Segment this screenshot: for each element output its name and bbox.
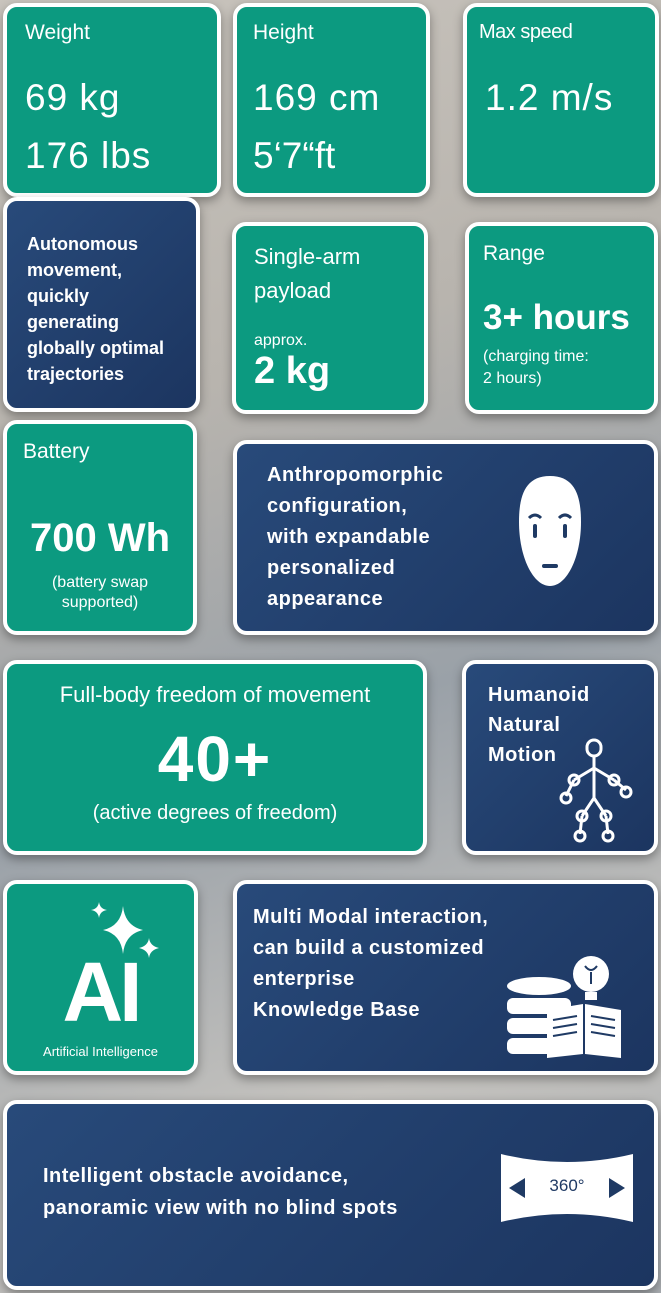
ai-card: AI Artificial Intelligence: [3, 880, 198, 1075]
label: Height: [253, 21, 314, 45]
weight-card: Weight 69 kg 176 lbs: [3, 3, 221, 197]
payload-card: Single-arm payload approx. 2 kg: [232, 222, 428, 414]
line: Anthropomorphic: [267, 460, 443, 491]
line: Humanoid: [488, 680, 590, 710]
line: Natural: [488, 710, 590, 740]
value: 5‘7“ft: [253, 135, 335, 177]
label: Battery: [23, 440, 90, 464]
page: Weight 69 kg 176 lbs Height 169 cm 5‘7“f…: [0, 0, 661, 1293]
value: 169 cm: [253, 77, 380, 119]
text-block: Multi Modal interaction, can build a cus…: [253, 902, 488, 1026]
note: 2 hours): [483, 370, 542, 388]
text-block: Intelligent obstacle avoidance, panorami…: [43, 1160, 398, 1224]
value: 40+: [7, 722, 423, 796]
value: 3+ hours: [483, 298, 630, 338]
freedom-card: Full-body freedom of movement 40+ (activ…: [3, 660, 427, 855]
line: Autonomous: [27, 231, 164, 257]
skeleton-icon: [554, 738, 634, 844]
obstacle-card: Intelligent obstacle avoidance, panorami…: [3, 1100, 658, 1290]
note: (charging time:: [483, 348, 589, 366]
line: generating: [27, 309, 164, 335]
line: globally optimal: [27, 335, 164, 361]
label: payload: [254, 278, 331, 304]
label: Single-arm: [254, 244, 360, 270]
note: (active degrees of freedom): [7, 802, 423, 825]
line: enterprise: [253, 964, 488, 995]
label: Max speed: [479, 21, 572, 44]
anthropomorphic-card: Anthropomorphic configuration, with expa…: [233, 440, 658, 635]
line: quickly: [27, 283, 164, 309]
note: (battery swap: [7, 574, 193, 592]
prefix: approx.: [254, 332, 307, 350]
value: 176 lbs: [25, 135, 151, 177]
range-card: Range 3+ hours (charging time: 2 hours): [465, 222, 658, 414]
knowledge-icon: [499, 950, 629, 1060]
line: Multi Modal interaction,: [253, 902, 488, 933]
label: Full-body freedom of movement: [7, 682, 423, 708]
speed-card: Max speed 1.2 m/s: [463, 3, 659, 197]
value: 69 kg: [25, 77, 121, 119]
height-card: Height 169 cm 5‘7“ft: [233, 3, 430, 197]
line: can build a customized: [253, 933, 488, 964]
caption: Artificial Intelligence: [7, 1044, 194, 1059]
line: with expandable: [267, 522, 443, 553]
label: Weight: [25, 21, 90, 45]
battery-card: Battery 700 Wh (battery swap supported): [3, 420, 197, 635]
text-block: Anthropomorphic configuration, with expa…: [267, 460, 443, 615]
line: panoramic view with no blind spots: [43, 1192, 398, 1224]
line: movement,: [27, 257, 164, 283]
badge: 360°: [533, 1176, 601, 1196]
label: Range: [483, 242, 545, 266]
value: 1.2 m/s: [485, 77, 613, 119]
line: appearance: [267, 584, 443, 615]
note: supported): [7, 594, 193, 612]
autonomous-card: Autonomous movement, quickly generating …: [3, 197, 200, 412]
value: 700 Wh: [7, 516, 193, 561]
line: trajectories: [27, 361, 164, 387]
line: Knowledge Base: [253, 995, 488, 1026]
text-block: Autonomous movement, quickly generating …: [27, 231, 164, 387]
value: 2 kg: [254, 350, 330, 393]
multimodal-card: Multi Modal interaction, can build a cus…: [233, 880, 658, 1075]
line: Intelligent obstacle avoidance,: [43, 1160, 398, 1192]
face-icon: [515, 472, 585, 592]
line: personalized: [267, 553, 443, 584]
motion-card: Humanoid Natural Motion: [462, 660, 658, 855]
line: configuration,: [267, 491, 443, 522]
ai-text: AI: [7, 944, 194, 1041]
